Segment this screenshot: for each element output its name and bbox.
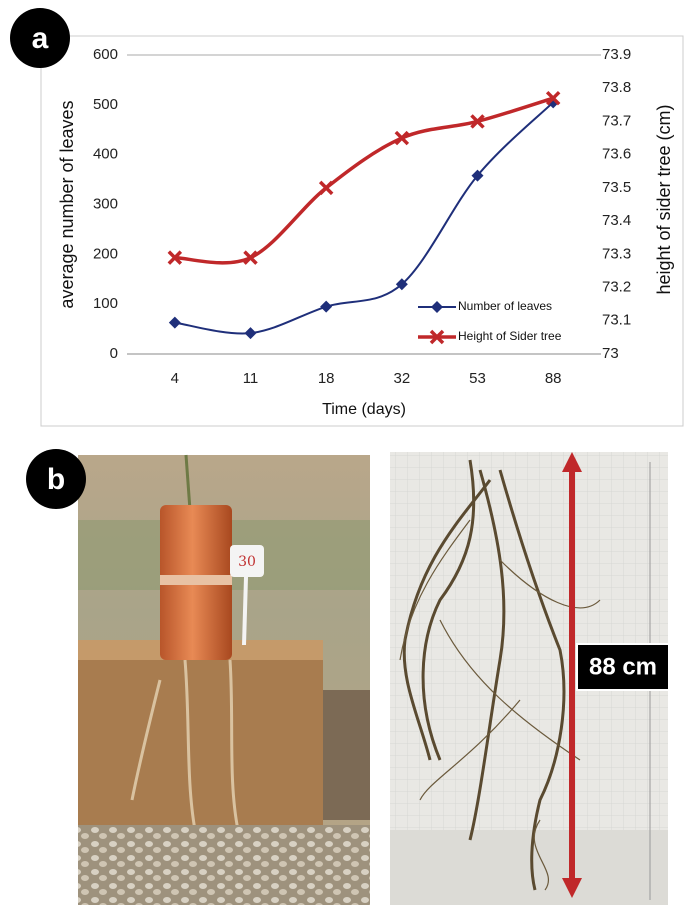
y-tick-label: 100 [93, 295, 118, 312]
y2-tick-label: 73.9 [602, 46, 631, 63]
x-tick-label: 53 [469, 370, 486, 387]
y2-tick-label: 73.5 [602, 179, 631, 196]
photo-tag: 30 [238, 554, 256, 570]
y2-tick-label: 73.7 [602, 112, 631, 129]
y2-tick-label: 73.2 [602, 279, 631, 296]
x-tick-label: 18 [318, 370, 335, 387]
x-tick-label: 11 [243, 370, 259, 387]
x-tick-label: 4 [171, 370, 179, 387]
chart-frame [41, 36, 683, 426]
y-tick-label: 300 [93, 195, 118, 212]
y-tick-label: 600 [93, 46, 118, 63]
legend-label: Height of Sider tree [458, 329, 562, 343]
y2-axis-title: height of sider tree (cm) [654, 104, 674, 294]
x-tick-label: 88 [545, 370, 562, 387]
x-tick-label: 32 [393, 370, 410, 387]
legend-label: Number of leaves [458, 299, 552, 313]
y2-tick-label: 73.4 [602, 212, 631, 229]
figure: 0 100 200 300 400 500 600 73 73.1 73.2 73.3 73.4 73.… [0, 0, 684, 909]
y-tick-label: 200 [93, 245, 118, 262]
y2-tick-label: 73.6 [602, 146, 631, 163]
photo-left: 30 [78, 455, 370, 905]
panel-label: b [47, 463, 65, 496]
y2-tick-label: 73 [602, 345, 619, 362]
y-tick-label: 500 [93, 96, 118, 113]
y-axis-title: average number of leaves [57, 100, 77, 308]
y-tick-label: 400 [93, 146, 118, 163]
measure-label: 88 cm [589, 653, 657, 680]
panel-label: a [32, 22, 49, 55]
x-axis-title: Time (days) [322, 401, 406, 418]
y2-tick-label: 73.1 [602, 312, 631, 329]
photo-right: 88 cm [390, 452, 669, 905]
y2-tick-label: 73.3 [602, 245, 631, 262]
y-tick-label: 0 [110, 345, 118, 362]
y2-tick-label: 73.8 [602, 79, 631, 96]
